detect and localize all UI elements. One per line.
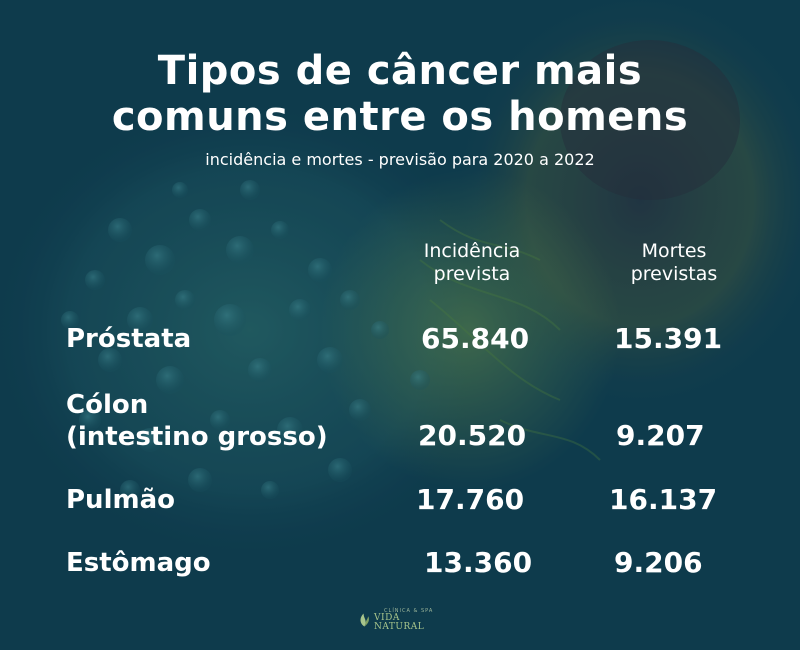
title-line-1: Tipos de câncer mais	[157, 48, 643, 94]
row-label-estomago: Estômago	[66, 548, 211, 578]
row-label-colon: Cólon (intestino grosso)	[66, 389, 328, 453]
row-deaths-pulmao: 16.137	[609, 483, 718, 516]
page-title: Tipos de câncer mais comuns entre os hom…	[0, 48, 800, 140]
row-label-prostata: Próstata	[66, 324, 192, 354]
subtitle: incidência e mortes - previsão para 2020…	[205, 150, 595, 169]
row-deaths-estomago: 9.206	[614, 546, 703, 579]
row-label-colon-line-2: (intestino grosso)	[66, 422, 328, 452]
row-incidence-prostata: 65.840	[421, 322, 530, 355]
title-line-2: comuns entre os homens	[111, 94, 689, 140]
column-header-incidence: Incidência prevista	[382, 240, 562, 286]
row-incidence-pulmao: 17.760	[416, 483, 525, 516]
column-header-deaths: Mortes previstas	[584, 240, 764, 286]
row-incidence-colon: 20.520	[418, 419, 527, 452]
row-incidence-estomago: 13.360	[424, 546, 533, 579]
column-header-deaths-line-1: Mortes	[641, 240, 707, 262]
column-header-incidence-line-2: prevista	[433, 263, 511, 285]
logo-main-text: VIDA NATURAL	[374, 612, 425, 632]
row-label-pulmao: Pulmão	[66, 485, 175, 515]
row-label-colon-line-1: Cólon	[66, 390, 149, 420]
leaf-icon	[360, 613, 369, 627]
column-header-deaths-line-2: previstas	[630, 263, 718, 285]
row-deaths-colon: 9.207	[616, 419, 705, 452]
vida-natural-logo: CLÍNICA & SPA VIDA NATURAL	[358, 607, 448, 632]
column-header-incidence-line-1: Incidência	[423, 240, 521, 262]
logo-small-text: CLÍNICA & SPA	[384, 607, 434, 614]
row-deaths-prostata: 15.391	[614, 322, 723, 355]
